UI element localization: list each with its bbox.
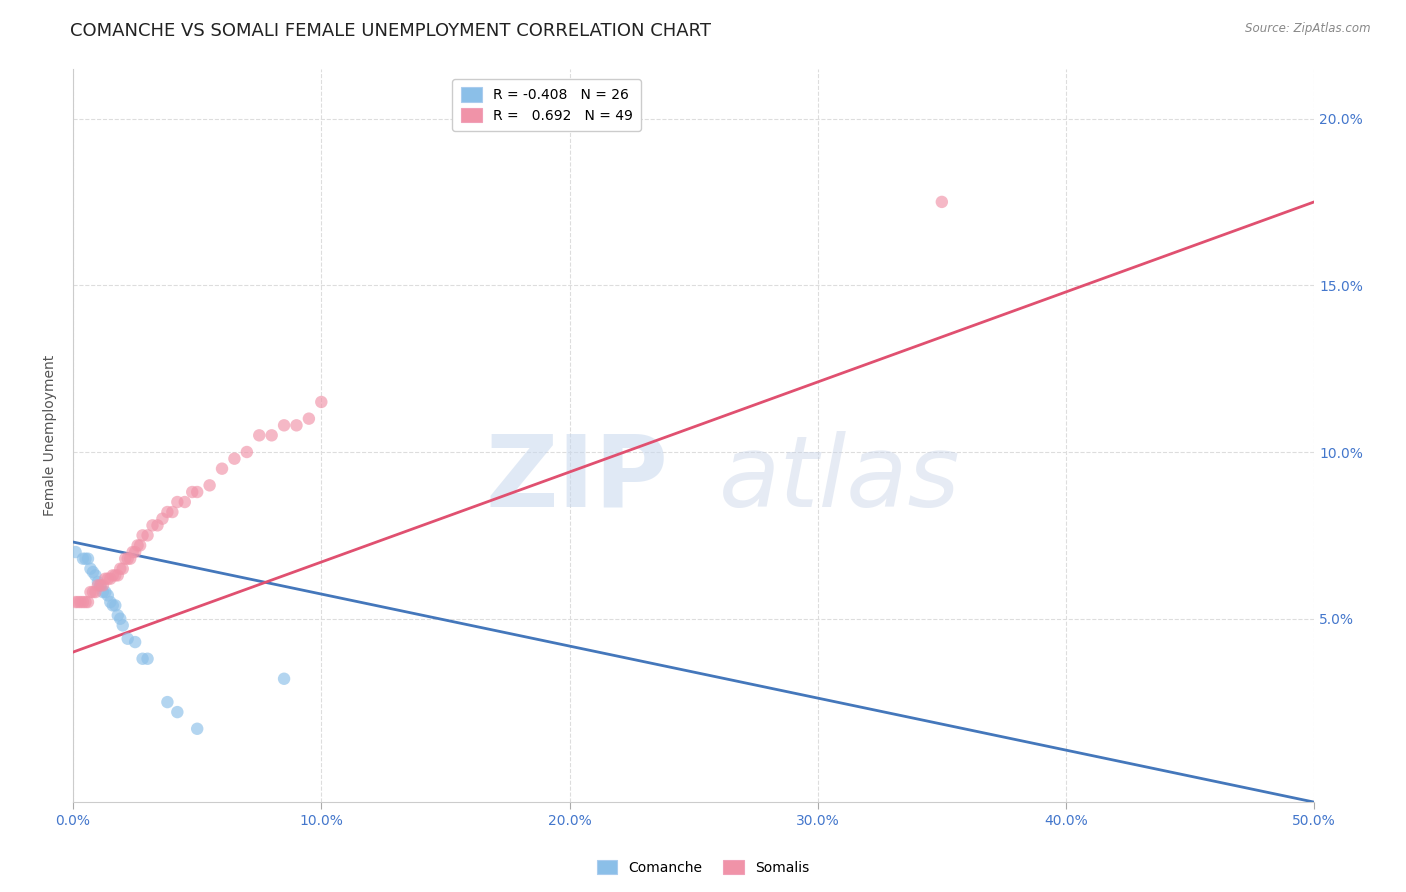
Point [152, 511, 174, 525]
Point [101, 568, 124, 582]
Point [98, 595, 121, 609]
Text: COMANCHE VS SOMALI FEMALE UNEMPLOYMENT CORRELATION CHART: COMANCHE VS SOMALI FEMALE UNEMPLOYMENT C… [70, 22, 711, 40]
Point [124, 635, 146, 649]
Point [156, 695, 179, 709]
Point [89, 578, 111, 592]
Point [75, 595, 97, 609]
Point [87, 575, 110, 590]
Text: Source: ZipAtlas.com: Source: ZipAtlas.com [1246, 22, 1371, 36]
Point [120, 551, 142, 566]
Point [186, 485, 208, 500]
Point [129, 538, 152, 552]
Point [211, 461, 233, 475]
Point [91, 578, 114, 592]
Point [136, 528, 159, 542]
Point [117, 632, 139, 646]
Point [111, 618, 134, 632]
Point [104, 599, 127, 613]
Point [121, 545, 143, 559]
Point [298, 411, 321, 425]
Point [181, 485, 204, 500]
Point [273, 418, 295, 433]
Legend: Comanche, Somalis: Comanche, Somalis [591, 855, 815, 880]
Point [198, 478, 221, 492]
Point [107, 568, 129, 582]
Point [84, 585, 107, 599]
Point [236, 445, 259, 459]
Point [131, 528, 153, 542]
Point [79, 585, 101, 599]
Point [94, 585, 117, 599]
Point [224, 451, 246, 466]
Text: atlas: atlas [718, 431, 960, 528]
Point [91, 585, 114, 599]
Point [101, 599, 124, 613]
Point [77, 595, 100, 609]
Point [110, 562, 132, 576]
Y-axis label: Female Unemployment: Female Unemployment [44, 355, 58, 516]
Point [136, 652, 159, 666]
Point [72, 595, 94, 609]
Point [127, 538, 149, 552]
Point [173, 495, 195, 509]
Point [94, 572, 117, 586]
Point [166, 495, 188, 509]
Point [131, 652, 153, 666]
Point [931, 194, 953, 209]
Point [67, 595, 90, 609]
Point [75, 551, 97, 566]
Text: ZIP: ZIP [486, 431, 669, 528]
Legend: R = -0.408   N = 26, R =   0.692   N = 49: R = -0.408 N = 26, R = 0.692 N = 49 [453, 79, 641, 131]
Point [156, 505, 179, 519]
Point [97, 572, 120, 586]
Point [285, 418, 308, 433]
Point [260, 428, 283, 442]
Point [87, 578, 110, 592]
Point [124, 545, 146, 559]
Point [69, 595, 91, 609]
Point [146, 518, 169, 533]
Point [104, 568, 127, 582]
Point [82, 585, 104, 599]
Point [110, 612, 132, 626]
Point [111, 562, 134, 576]
Point [273, 672, 295, 686]
Point [117, 551, 139, 566]
Point [65, 545, 87, 559]
Point [65, 595, 87, 609]
Point [77, 551, 100, 566]
Point [166, 705, 188, 719]
Point [311, 395, 333, 409]
Point [72, 551, 94, 566]
Point [79, 562, 101, 576]
Point [186, 722, 208, 736]
Point [247, 428, 270, 442]
Point [114, 551, 136, 566]
Point [97, 588, 120, 602]
Point [82, 565, 104, 579]
Point [98, 572, 121, 586]
Point [84, 568, 107, 582]
Point [162, 505, 184, 519]
Point [141, 518, 163, 533]
Point [89, 578, 111, 592]
Point [107, 608, 129, 623]
